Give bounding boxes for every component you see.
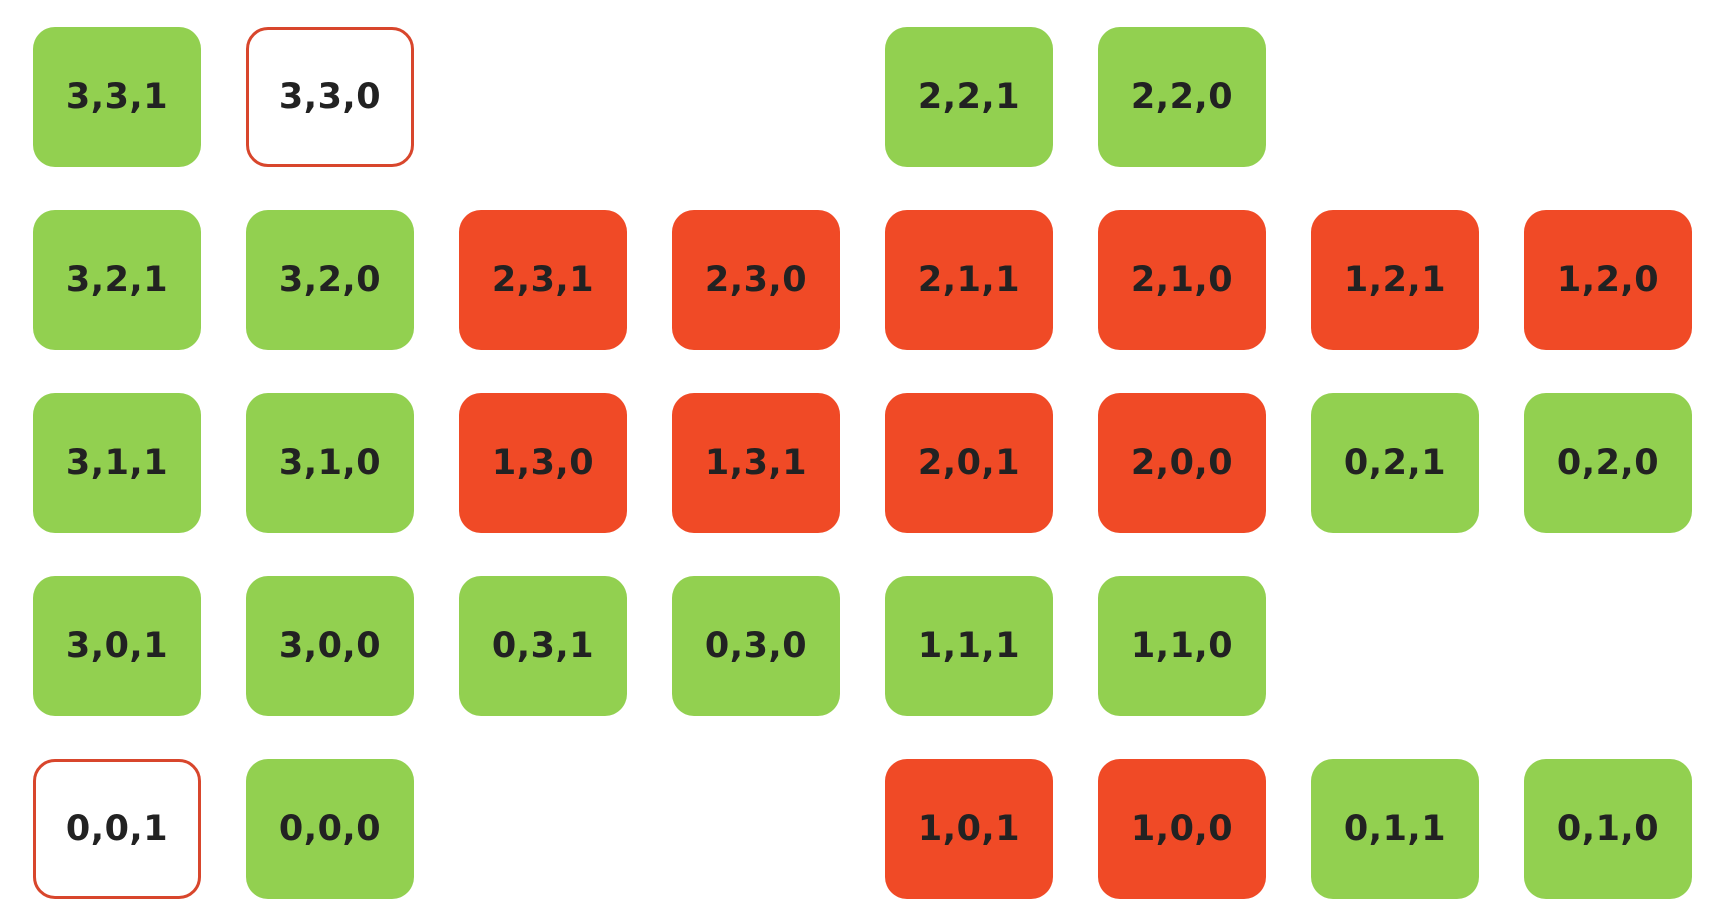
state-node-0-1-0: 0,1,0 — [1524, 759, 1692, 899]
state-node-0-1-1: 0,1,1 — [1311, 759, 1479, 899]
state-node-2-3-1: 2,3,1 — [459, 210, 627, 350]
state-node-1-2-1: 1,2,1 — [1311, 210, 1479, 350]
state-node-2-3-0: 2,3,0 — [672, 210, 840, 350]
state-node-1-1-1: 1,1,1 — [885, 576, 1053, 716]
state-node-3-1-0: 3,1,0 — [246, 393, 414, 533]
state-node-2-1-0: 2,1,0 — [1098, 210, 1266, 350]
state-node-3-2-0: 3,2,0 — [246, 210, 414, 350]
state-node-0-2-0: 0,2,0 — [1524, 393, 1692, 533]
state-node-2-2-0: 2,2,0 — [1098, 27, 1266, 167]
state-node-3-2-1: 3,2,1 — [33, 210, 201, 350]
state-node-3-3-0: 3,3,0 — [246, 27, 414, 167]
state-node-2-0-1: 2,0,1 — [885, 393, 1053, 533]
state-node-1-0-0: 1,0,0 — [1098, 759, 1266, 899]
state-node-2-2-1: 2,2,1 — [885, 27, 1053, 167]
state-node-3-0-0: 3,0,0 — [246, 576, 414, 716]
state-node-0-0-0: 0,0,0 — [246, 759, 414, 899]
state-node-1-0-1: 1,0,1 — [885, 759, 1053, 899]
state-node-0-2-1: 0,2,1 — [1311, 393, 1479, 533]
state-node-0-0-1: 0,0,1 — [33, 759, 201, 899]
state-node-0-3-1: 0,3,1 — [459, 576, 627, 716]
state-node-1-2-0: 1,2,0 — [1524, 210, 1692, 350]
state-node-3-3-1: 3,3,1 — [33, 27, 201, 167]
state-node-1-1-0: 1,1,0 — [1098, 576, 1266, 716]
state-node-2-1-1: 2,1,1 — [885, 210, 1053, 350]
state-node-3-1-1: 3,1,1 — [33, 393, 201, 533]
state-node-3-0-1: 3,0,1 — [33, 576, 201, 716]
state-node-1-3-1: 1,3,1 — [672, 393, 840, 533]
state-node-2-0-0: 2,0,0 — [1098, 393, 1266, 533]
state-node-0-3-0: 0,3,0 — [672, 576, 840, 716]
state-node-1-3-0: 1,3,0 — [459, 393, 627, 533]
